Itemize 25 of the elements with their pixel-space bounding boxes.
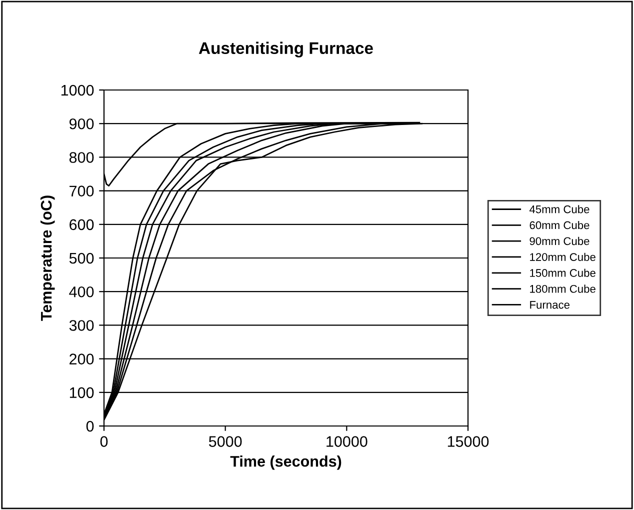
x-tick-label: 10000 — [326, 436, 368, 447]
y-tick-label: 700 — [70, 186, 94, 196]
chart-title: Austenitising Furnace — [198, 42, 373, 58]
x-tick-label: 15000 — [448, 436, 489, 447]
y-tick-label: 0 — [86, 420, 94, 432]
y-tick-label: 500 — [69, 252, 94, 264]
legend-label: 180mm Cube — [530, 284, 596, 293]
y-axis-title: Temperature (oC) — [40, 196, 55, 321]
y-tick-label: 800 — [69, 152, 94, 163]
y-tick-label: 600 — [70, 219, 94, 230]
y-tick-label: 100 — [70, 387, 94, 398]
y-tick-label: 1000 — [61, 84, 94, 96]
x-tick-label: 0 — [100, 436, 108, 447]
legend-label: 60mm Cube — [530, 220, 590, 230]
legend-label: Furnace — [530, 300, 570, 309]
x-axis-title: Time (seconds) — [230, 456, 342, 470]
y-tick-label: 300 — [69, 320, 94, 331]
y-tick-label: 200 — [70, 354, 94, 364]
legend-label: 150mm Cube — [530, 268, 596, 277]
legend-label: 90mm Cube — [530, 236, 590, 246]
y-tick-label: 400 — [69, 286, 94, 298]
x-tick-label: 5000 — [208, 436, 242, 447]
legend-label: 120mm Cube — [530, 252, 596, 261]
y-tick-label: 900 — [70, 118, 94, 130]
legend-label: 45mm Cube — [529, 205, 590, 214]
